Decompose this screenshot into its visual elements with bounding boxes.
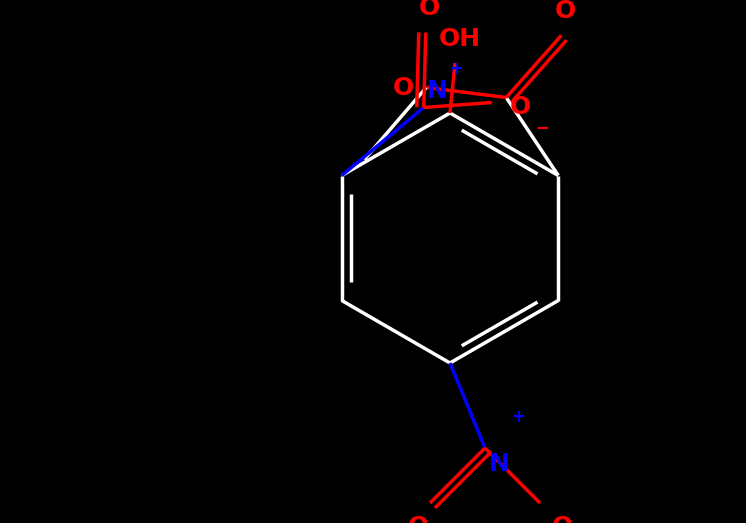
Text: O: O (407, 515, 429, 523)
Text: +: + (449, 60, 463, 77)
Text: N: N (427, 79, 448, 104)
Text: N: N (489, 452, 510, 476)
Text: O: O (419, 0, 440, 20)
Text: +: + (511, 408, 525, 426)
Text: OH: OH (439, 27, 481, 51)
Text: −: − (535, 119, 549, 137)
Text: O: O (510, 96, 531, 119)
Text: O: O (554, 0, 576, 24)
Text: O: O (393, 75, 414, 99)
Text: O: O (552, 515, 573, 523)
